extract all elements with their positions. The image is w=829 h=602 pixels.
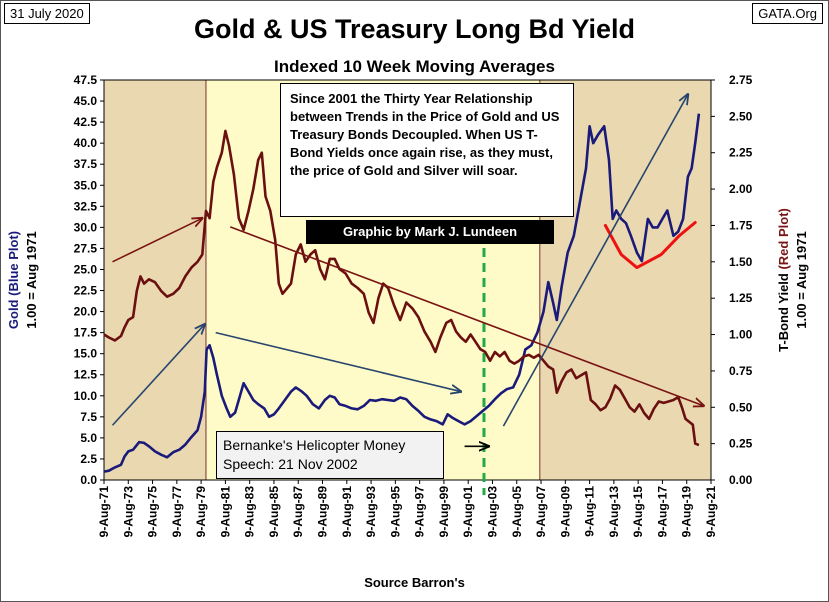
x-tick-label: 9-Aug-17 [655,486,669,538]
y-left-tick-label: 0.0 [80,473,97,487]
y-right-tick-label: 1.00 [729,328,753,342]
x-tick-label: 9-Aug-77 [170,486,184,538]
y-right-tick-label: 2.50 [729,109,753,123]
x-tick-label: 9-Aug-09 [558,486,572,538]
chart-title: Gold & US Treasury Long Bd Yield [193,14,636,44]
y-left-tick-label: 30.0 [74,220,98,234]
x-tick-label: 9-Aug-71 [97,486,111,538]
x-tick-label: 9-Aug-89 [316,486,330,538]
x-tick-label: 9-Aug-01 [461,486,475,538]
gold-series-line [103,113,701,473]
y-left-tick-label: 35.0 [74,178,98,192]
y-left-tick-label: 2.5 [80,452,97,466]
y-left-tick-label: 7.5 [80,410,97,424]
y-left-tick-label: 12.5 [74,368,98,382]
y-right-axis-title-part: T-Bond Yield [776,270,791,352]
x-tick-label: 9-Aug-79 [194,486,208,538]
series-lines [103,113,701,473]
y-left-tick-label: 37.5 [74,157,98,171]
x-tick-label: 9-Aug-15 [631,486,645,538]
trend-arrow-1 [229,226,703,406]
x-tick-labels: 9-Aug-71 9-Aug-73 9-Aug-75 9-Aug-77 9-Aug-79… [97,480,718,537]
y-left-tick-label: 5.0 [80,431,97,445]
y-left-tick-label: 27.5 [74,241,98,255]
y-right-tick-label: 2.00 [729,182,753,196]
x-tick-label: 9-Aug-95 [388,486,402,538]
y-left-tick-labels: 0.0 2.5 5.0 7.5 10.0 12.5 15.0 17.5 20.0 22.5 25.0… [74,73,104,487]
shaded-period-0 [104,80,206,480]
y-left-tick-label: 25.0 [74,262,98,276]
x-tick-label: 9-Aug-85 [267,486,281,538]
y-left-axis-title: Gold (Blue Plot) [6,231,21,329]
x-tick-label: 9-Aug-81 [218,486,232,538]
x-tick-label: 9-Aug-11 [583,486,597,537]
y-right-tick-label: 1.75 [729,218,753,232]
y-right-tick-labels: 0.00 0.25 0.50 0.75 1.00 1.25 1.50 1.75 2.00 2.25… [711,73,753,487]
y-right-tick-label: 0.75 [729,364,753,378]
y-left-tick-label: 42.5 [74,115,98,129]
x-tick-label: 9-Aug-07 [534,486,548,538]
bernanke-line-1: Bernanke's Helicopter Money [223,437,406,453]
x-tick-label: 9-Aug-05 [510,486,524,538]
x-tick-label: 9-Aug-75 [146,486,160,538]
red-smile-curve [603,221,697,270]
trend-arrows [111,94,703,446]
trend-arrow-0 [112,218,202,263]
x-tick-label: 9-Aug-73 [121,486,135,538]
graphic-credit: Graphic by Mark J. Lundeen [306,220,554,244]
y-left-tick-label: 32.5 [74,199,98,213]
x-tick-label: 9-Aug-03 [485,486,499,538]
tbond-series-line [103,129,700,447]
date-label: 31 July 2020 [4,3,90,24]
y-left-tick-label: 22.5 [74,284,98,298]
y-right-tick-label: 0.25 [729,437,753,451]
x-tick-label: 9-Aug-99 [437,486,451,538]
y-right-tick-label: 0.00 [729,473,753,487]
x-tick-label: 9-Aug-13 [607,486,621,538]
y-right-tick-label: 2.75 [729,73,753,87]
y-left-tick-label: 15.0 [74,347,98,361]
y-left-tick-label: 17.5 [74,326,98,340]
plot-border [103,79,712,481]
axis-titles: Gold (Blue Plot) 1.00 = Aug 1971 T-Bond Yi… [6,208,809,352]
x-tick-label: 9-Aug-97 [413,486,427,538]
x-tick-label: 9-Aug-91 [340,486,354,538]
x-tick-label: 9-Aug-21 [704,486,718,538]
y-right-axis-subtitle: 1.00 = Aug 1971 [794,231,809,328]
y-left-tick-label: 47.5 [74,73,98,87]
y-right-axis-title: T-Bond Yield (Red Plot) [776,208,791,352]
x-tick-label: 9-Aug-93 [364,486,378,538]
site-label: GATA.Org [752,3,823,24]
y-right-tick-label: 1.50 [729,255,753,269]
source-label: Source Barron's [364,575,465,590]
x-tick-label: 9-Aug-83 [243,486,257,538]
trend-arrow-2 [111,324,204,426]
y-left-tick-label: 45.0 [74,94,98,108]
decoupling-note: Since 2001 the Thirty Year Relationship … [280,83,574,217]
bernanke-line-2: Speech: 21 Nov 2002 [223,456,358,472]
chart-subtitle: Indexed 10 Week Moving Averages [274,57,555,76]
y-left-axis-title-part: Gold [6,296,21,329]
y-right-tick-label: 2.25 [729,146,753,160]
y-right-tick-label: 0.50 [729,400,753,414]
y-left-tick-label: 40.0 [74,136,98,150]
y-right-axis-title-part: (Red Plot) [776,208,791,269]
y-right-tick-label: 1.25 [729,291,753,305]
y-left-tick-label: 10.0 [74,389,98,403]
y-left-axis-title-part: (Blue Plot) [6,231,21,296]
trend-arrow-4 [502,94,688,427]
x-tick-label: 9-Aug-87 [291,486,305,538]
x-tick-label: 9-Aug-19 [680,486,694,538]
y-left-axis-subtitle: 1.00 = Aug 1971 [24,231,39,328]
y-left-tick-label: 20.0 [74,305,98,319]
trend-arrow-3 [215,331,461,392]
bernanke-speech-callout: Bernanke's Helicopter Money Speech: 21 N… [216,431,444,479]
